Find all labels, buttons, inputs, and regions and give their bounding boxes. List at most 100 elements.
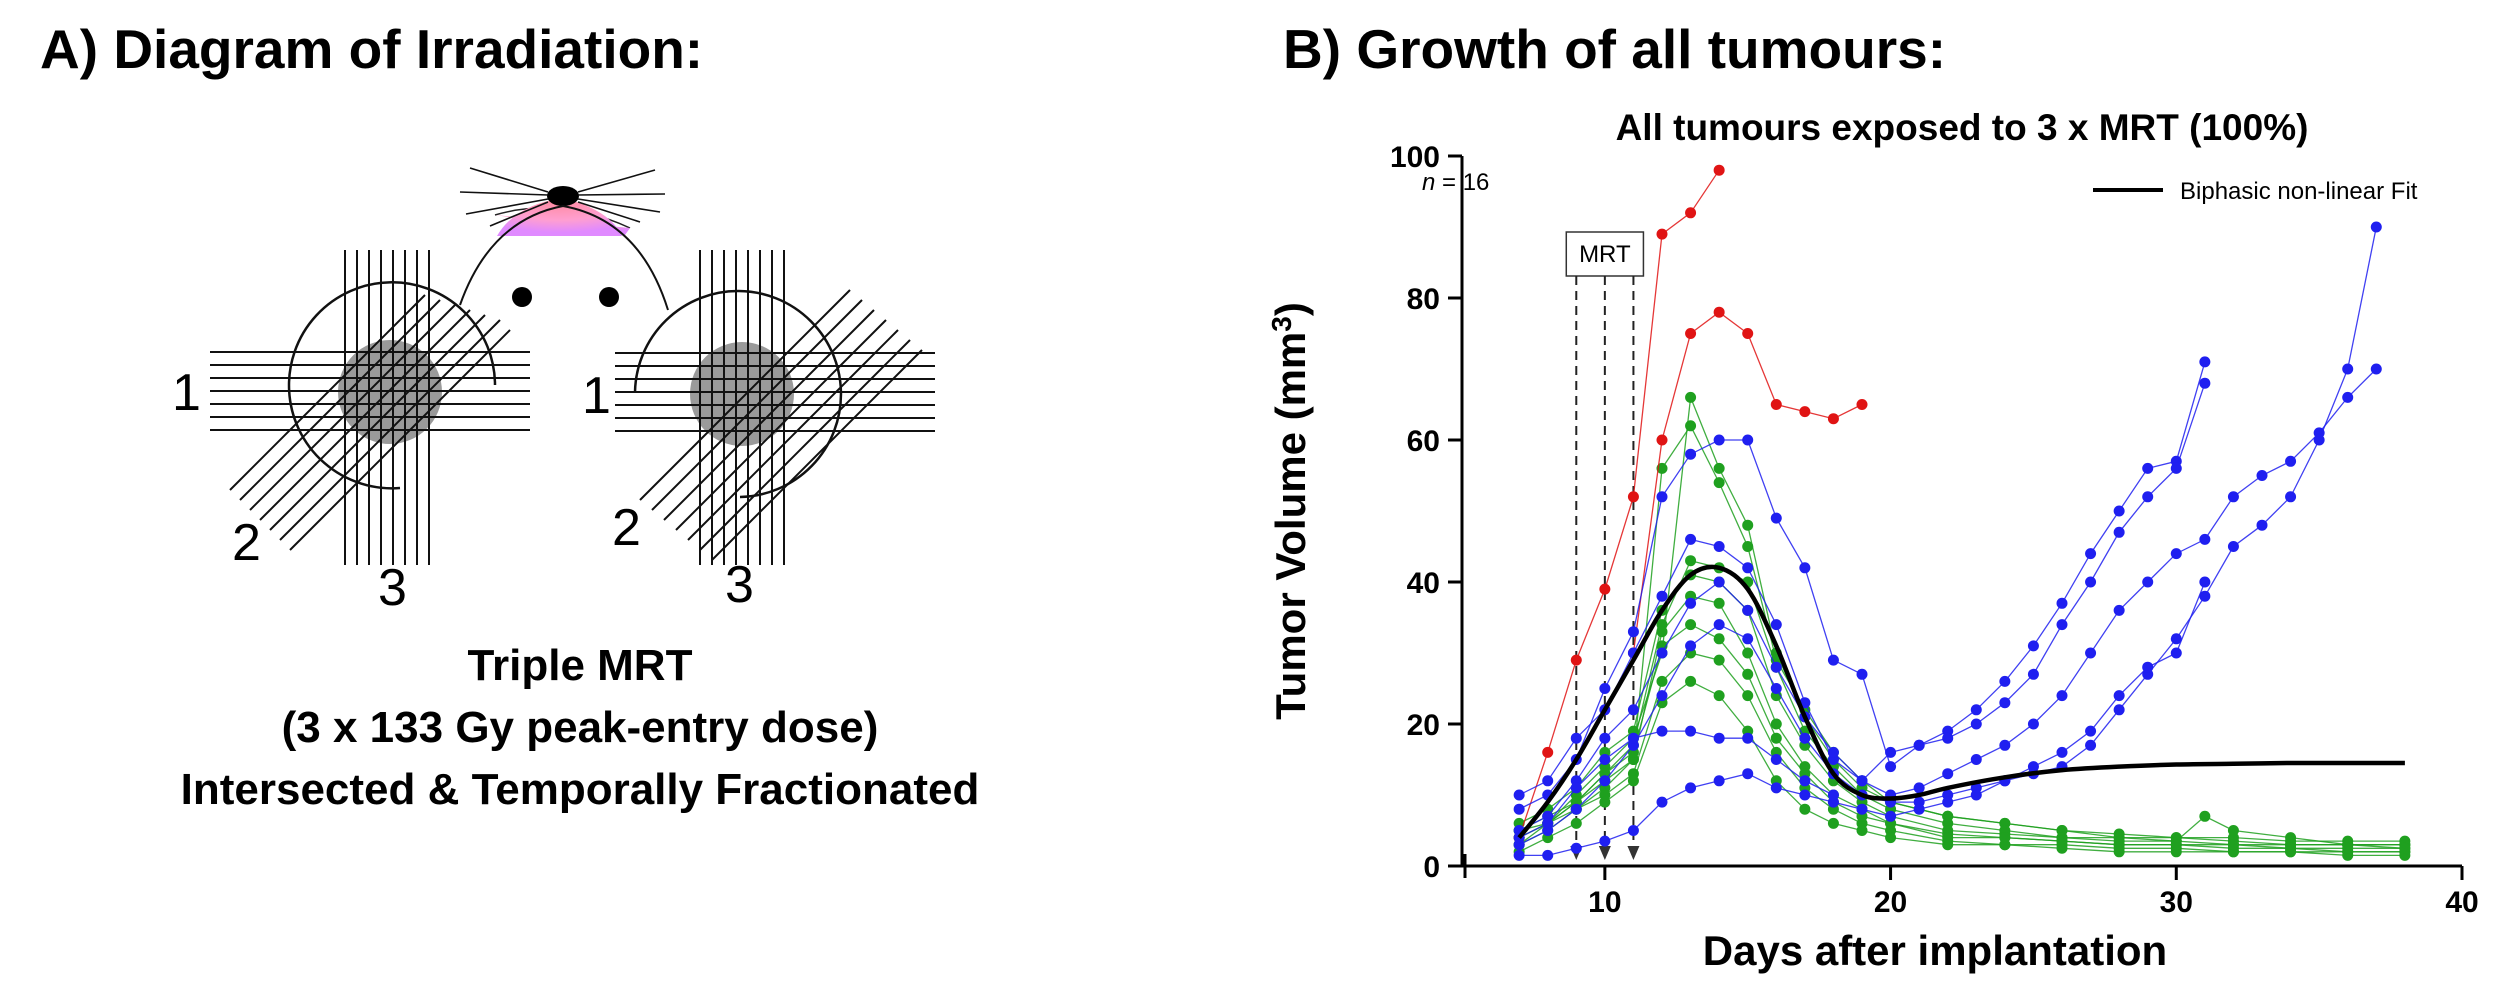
data-point: [2085, 725, 2097, 737]
data-point: [1799, 406, 1811, 418]
mrt-day-arrow: [1598, 846, 1611, 860]
data-point: [1685, 207, 1697, 219]
data-point: [1770, 399, 1782, 410]
data-point: [1742, 768, 1754, 780]
data-point: [1570, 782, 1582, 794]
data-point: [1656, 462, 1668, 474]
data-point: [1742, 541, 1754, 552]
data-point: [2027, 668, 2039, 680]
data-point: [2199, 810, 2211, 822]
right-tumour-diagram: 1 2 3: [582, 250, 935, 614]
data-point: [1599, 683, 1611, 694]
data-point: [1570, 842, 1582, 854]
data-point: [1913, 739, 1925, 751]
data-point: [2342, 391, 2354, 403]
series-regrowth-3: [1513, 377, 2211, 801]
data-point: [1570, 803, 1582, 815]
data-point: [1770, 683, 1782, 694]
data-point: [1999, 739, 2011, 751]
left-tumour-diagram: 1 2 3: [172, 250, 530, 617]
data-point: [1742, 562, 1754, 574]
data-point: [1713, 732, 1725, 744]
data-point: [1685, 555, 1697, 567]
data-point: [1685, 675, 1697, 687]
data-point: [1799, 775, 1811, 787]
data-point: [1599, 796, 1611, 808]
series-line: [1518, 559, 2405, 846]
x-tick-label: 10: [1588, 886, 1621, 919]
data-point: [1685, 782, 1697, 794]
data-point: [1742, 434, 1754, 446]
series-responder-14: [1513, 675, 2411, 861]
caption-line-1: Triple MRT: [468, 641, 693, 690]
data-point: [2285, 491, 2297, 503]
series-regrowth-5: [1513, 221, 2382, 851]
y-axis-label: Tumor Volume (mm3): [1266, 302, 1314, 720]
data-point: [1827, 817, 1839, 829]
data-point: [2256, 470, 2268, 481]
data-point: [1742, 604, 1754, 616]
series-line: [1518, 368, 2377, 832]
data-point: [1770, 512, 1782, 524]
data-point: [1742, 328, 1754, 339]
data-point: [2027, 640, 2039, 652]
data-point: [1999, 697, 2011, 709]
left-beam-2-label: 2: [232, 514, 261, 572]
caption-line-2: (3 x 133 Gy peak-entry dose): [282, 703, 879, 752]
y-tick-label: 40: [1407, 567, 1440, 600]
data-point: [2227, 541, 2239, 552]
left-beam-1-label: 1: [172, 364, 201, 422]
data-point: [2199, 377, 2211, 389]
sample-size-n: n: [1422, 169, 1435, 196]
x-tick-label: 30: [2160, 886, 2193, 919]
data-point: [1685, 619, 1697, 631]
y-axis-label-close: ): [1267, 302, 1314, 316]
data-point: [1627, 491, 1639, 503]
data-point: [1685, 391, 1697, 403]
y-axis-label-main: Tumor Volume (mm: [1267, 332, 1314, 720]
data-point: [2056, 690, 2068, 702]
data-point: [2285, 455, 2297, 467]
data-point: [1942, 796, 1954, 808]
series-responder-10: [1513, 555, 2411, 851]
data-point: [1542, 746, 1554, 758]
data-point: [1770, 661, 1782, 673]
axes: 0 20 40 60 80 100 10 20 30 40: [1390, 141, 2479, 919]
data-point: [1799, 562, 1811, 574]
x-tick-label: 40: [2445, 886, 2478, 919]
data-point: [1742, 647, 1754, 659]
mrt-annotation: MRT: [1565, 231, 1645, 277]
data-point: [1970, 789, 1982, 801]
data-point: [1913, 803, 1925, 815]
fit-layer: [1517, 564, 2405, 840]
series-line: [1518, 680, 2405, 857]
data-point: [1770, 718, 1782, 730]
data-point: [1742, 732, 1754, 744]
data-point: [1970, 704, 1982, 716]
data-point: [1685, 533, 1697, 545]
data-point: [2170, 647, 2182, 659]
data-point: [1885, 761, 1897, 773]
data-point: [1685, 725, 1697, 737]
data-point: [1713, 164, 1725, 176]
data-point: [1599, 835, 1611, 847]
data-point: [2199, 356, 2211, 368]
series-responder-8: [1513, 391, 2411, 851]
panel-b: B) Growth of all tumours: All tumours ex…: [1266, 18, 2479, 974]
data-point: [1627, 626, 1639, 638]
legend: Biphasic non-linear Fit: [2093, 178, 2418, 205]
data-point: [1713, 633, 1725, 645]
series-line: [1518, 382, 2206, 796]
y-tick-label: 60: [1407, 425, 1440, 458]
data-point: [2142, 661, 2154, 673]
data-point: [1656, 491, 1668, 503]
series-regrowth-6: [1513, 576, 2211, 861]
data-point: [1742, 633, 1754, 645]
caption-line-3: Intersected & Temporally Fractionated: [181, 765, 980, 814]
data-point: [2256, 519, 2268, 531]
data-point: [1713, 477, 1725, 489]
data-point: [1656, 796, 1668, 808]
data-point: [1856, 399, 1868, 410]
data-point: [2170, 633, 2182, 645]
chart-title: All tumours exposed to 3 x MRT (100%): [1616, 107, 2309, 148]
